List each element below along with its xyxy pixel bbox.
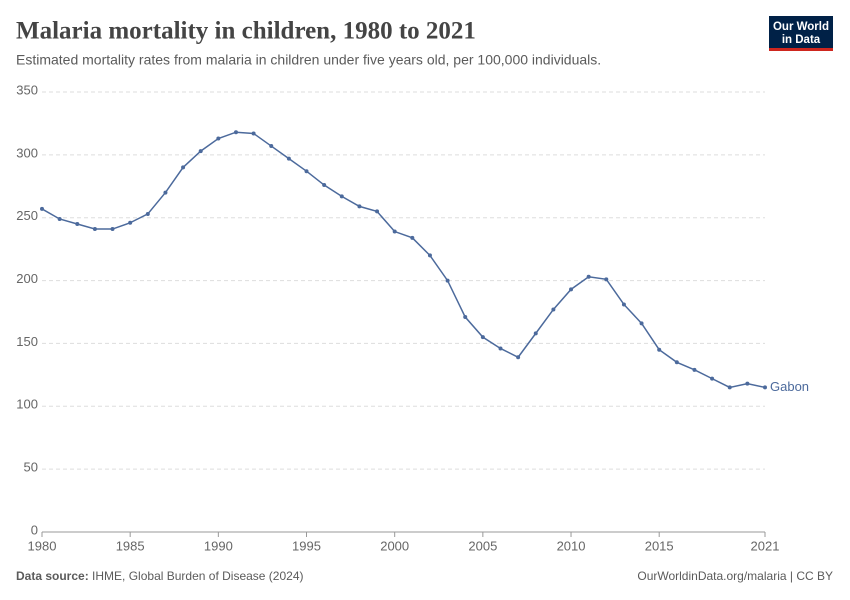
footer-source: Data source: IHME, Global Burden of Dise…: [16, 569, 303, 583]
point: [763, 385, 767, 390]
x-tick-label: 1990: [204, 538, 233, 553]
point: [586, 274, 591, 279]
point: [727, 385, 732, 390]
point: [692, 367, 697, 372]
point: [181, 165, 186, 170]
point: [410, 235, 415, 240]
chart-subtitle: Estimated mortality rates from malaria i…: [16, 52, 601, 68]
point: [498, 346, 503, 351]
point: [110, 227, 115, 232]
point: [392, 229, 397, 234]
y-tick-label: 0: [31, 522, 38, 537]
point: [569, 287, 574, 292]
point: [463, 315, 468, 320]
point: [216, 136, 221, 141]
x-tick-label: 2005: [468, 538, 497, 553]
point: [128, 220, 133, 225]
x-tick-label: 2021: [751, 538, 780, 553]
point: [621, 302, 626, 307]
series-line: [41, 131, 766, 389]
logo-box[interactable]: [769, 16, 833, 50]
series-label: Gabon: [770, 379, 809, 394]
point: [551, 307, 556, 312]
point: [710, 376, 715, 381]
source: IHME, Global Burden of Disease (2024): [92, 569, 303, 583]
point: [57, 216, 62, 221]
point: [339, 194, 344, 199]
point: [375, 209, 380, 214]
point: [745, 381, 750, 386]
point: [198, 149, 203, 154]
x-tick-label: 2010: [557, 538, 586, 553]
point: [604, 277, 609, 282]
y-tick-label: 350: [16, 82, 38, 97]
point: [75, 222, 80, 226]
point: [445, 278, 450, 283]
point: [286, 156, 291, 161]
logo-text: in Data: [782, 34, 821, 46]
point: [639, 321, 644, 326]
x-tick-label: 1980: [28, 538, 57, 553]
point: [322, 183, 327, 188]
logo-text: Our World: [773, 21, 829, 33]
point: [533, 331, 538, 336]
source-label: Data source:: [16, 569, 89, 583]
y-tick-label: 100: [16, 397, 38, 412]
y-tick-label: 250: [16, 208, 38, 223]
point: [480, 335, 485, 340]
point: [40, 206, 44, 211]
y-tick-label: 150: [16, 334, 38, 349]
point: [427, 253, 432, 258]
x-tick-label: 2000: [380, 538, 409, 553]
point: [145, 211, 150, 216]
y-tick-label: 50: [24, 460, 38, 475]
y-tick-label: 300: [16, 145, 38, 160]
footer-url[interactable]: OurWorldinData.org/malaria | CC BY: [637, 569, 833, 583]
x-tick-label: 2015: [645, 538, 674, 553]
x-tick-label: 1995: [292, 538, 321, 553]
point: [657, 347, 662, 352]
y-tick-label: 200: [16, 271, 38, 286]
point: [233, 130, 238, 135]
point: [163, 190, 168, 195]
logo-bar: [769, 48, 833, 51]
point: [251, 131, 256, 136]
x-tick-label: 1985: [116, 538, 145, 553]
point: [92, 227, 97, 232]
chart-title: Malaria mortality in children, 1980 to 2…: [16, 18, 476, 45]
point: [269, 144, 274, 149]
point: [516, 355, 521, 360]
point: [674, 360, 679, 365]
point: [357, 204, 362, 209]
point: [304, 169, 309, 174]
